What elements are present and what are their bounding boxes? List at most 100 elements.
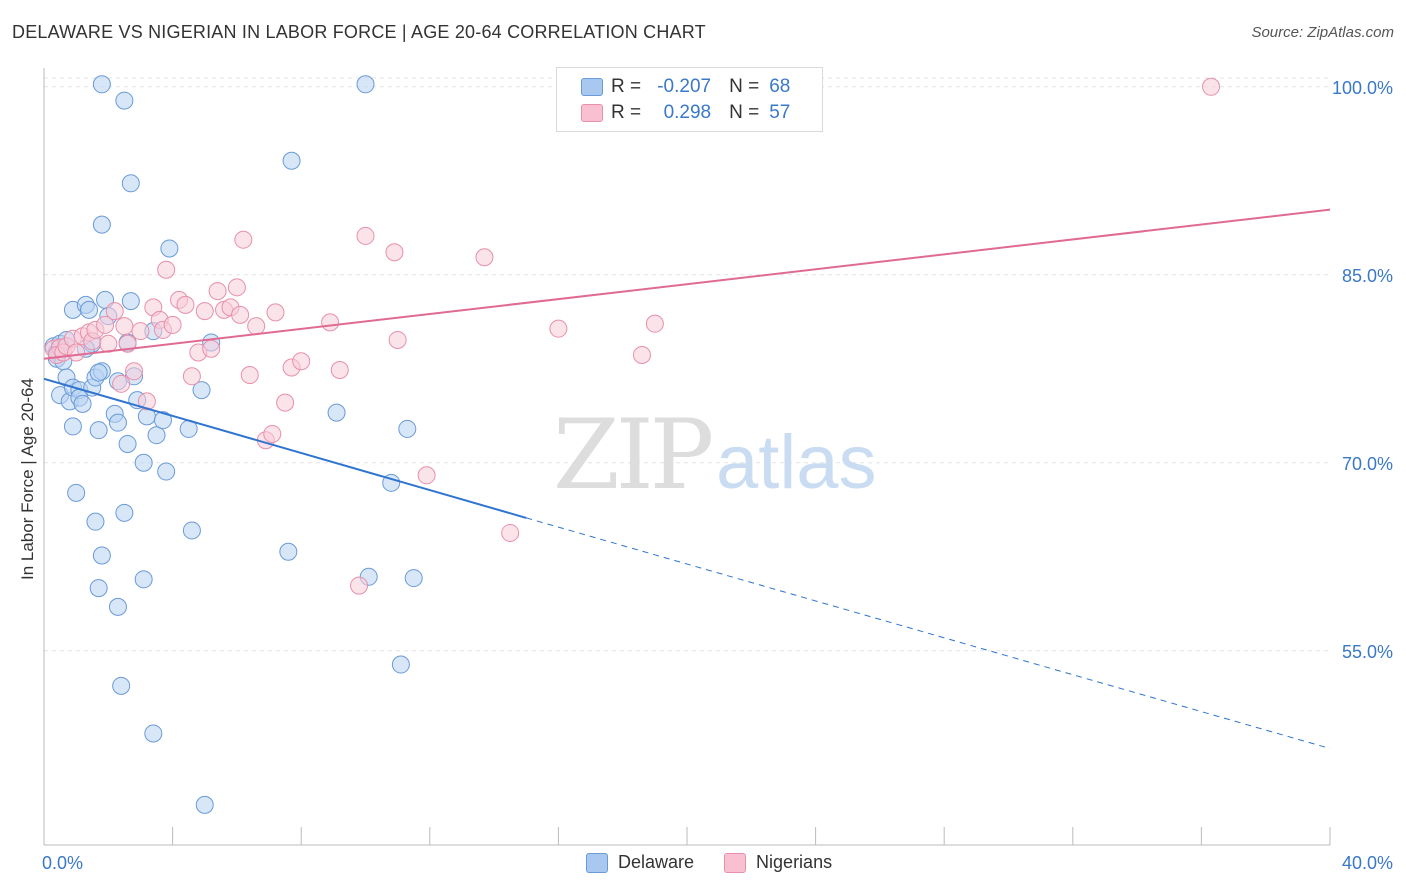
delaware-point <box>92 215 111 234</box>
nigerians-point <box>266 303 285 322</box>
legend-r-value: -0.207 <box>657 76 712 97</box>
legend-r-label: R = <box>611 76 642 97</box>
delaware-point <box>134 570 153 589</box>
delaware-point <box>157 462 176 481</box>
legend-row-nigerians: R = 0.298 N = 57 <box>581 101 790 125</box>
delaware-point <box>89 363 108 382</box>
nigerians-point <box>67 343 86 362</box>
delaware-point <box>86 512 105 531</box>
delaware-point <box>80 300 99 319</box>
delaware-point <box>115 91 134 110</box>
nigerians-point <box>632 345 651 364</box>
nigerians-point <box>501 523 520 542</box>
nigerians-point <box>417 466 436 485</box>
chart-title: DELAWARE VS NIGERIAN IN LABOR FORCE | AG… <box>12 22 706 42</box>
delaware-point <box>327 403 346 422</box>
nigerians-point <box>227 278 246 297</box>
legend-item-nigerians: Nigerians <box>724 852 832 873</box>
nigerians-point <box>208 282 227 301</box>
legend-n-value: 57 <box>769 102 791 123</box>
delaware-point <box>92 75 111 94</box>
nigerians-point <box>131 322 150 341</box>
nigerians-point <box>105 302 124 321</box>
nigerians-point <box>475 248 494 267</box>
legend-label-delaware: Delaware <box>618 852 695 872</box>
nigerians-point <box>195 302 214 321</box>
nigerians-point <box>385 243 404 262</box>
delaware-point <box>160 239 179 258</box>
legend-n-value: 68 <box>769 76 791 97</box>
nigerians-point <box>96 315 115 334</box>
nigerians-point <box>549 319 568 338</box>
nigerians-point <box>115 317 134 336</box>
delaware-point <box>67 483 86 502</box>
nigerians-point <box>356 226 375 245</box>
legend-item-delaware: Delaware <box>586 852 694 873</box>
delaware-point <box>121 292 140 311</box>
nigerians-point <box>157 260 176 279</box>
delaware-point <box>391 655 410 674</box>
delaware-point <box>356 75 375 94</box>
delaware-point <box>147 426 166 445</box>
tick-labels: 55.0% 70.0% 85.0% 100.0% 0.0% 40.0% <box>42 78 1393 873</box>
watermark: ZIP atlas <box>553 399 877 511</box>
delaware-point <box>404 569 423 588</box>
delaware-point <box>118 434 137 453</box>
correlation-legend: R = -0.207 N = 68 R = 0.298 N = 57 <box>556 67 823 132</box>
delaware-point <box>144 724 163 743</box>
nigerians-trend-line <box>43 208 1331 360</box>
grid-lines <box>44 77 1330 652</box>
nigerians-point <box>125 362 144 381</box>
source-label: Source: ZipAtlas.com <box>1251 24 1394 41</box>
delaware-trend-extension <box>526 517 1331 749</box>
watermark-zip: ZIP <box>553 399 712 511</box>
nigerians-point <box>276 393 295 412</box>
delaware-point <box>153 411 172 430</box>
delaware-point <box>398 419 417 438</box>
y-tick-label: 85.0% <box>1342 266 1393 286</box>
nigerians-point <box>176 295 195 314</box>
delaware-point <box>192 381 211 400</box>
legend-r-label: R = <box>611 102 642 123</box>
nigerians-point <box>321 313 340 332</box>
nigerians-point <box>247 317 266 336</box>
delaware-point <box>108 597 127 616</box>
delaware-point <box>279 542 298 561</box>
delaware-point <box>121 174 140 193</box>
x-tick-label: 40.0% <box>1342 853 1393 873</box>
legend-row-delaware: R = -0.207 N = 68 <box>581 75 790 99</box>
nigerians-point <box>330 361 349 380</box>
nigerians-point <box>137 392 156 411</box>
delaware-point <box>92 546 111 565</box>
nigerians-point <box>1202 77 1221 96</box>
nigerians-point <box>292 352 311 371</box>
nigerians-point <box>263 424 282 443</box>
nigerians-point <box>163 315 182 334</box>
delaware-point <box>89 421 108 440</box>
series-legend: Delaware Nigerians <box>586 852 862 873</box>
nigerians-point <box>240 366 259 385</box>
nigerians-point <box>112 374 131 393</box>
legend-swatch-delaware <box>586 852 608 873</box>
legend-r-value: 0.298 <box>663 102 712 123</box>
delaware-point <box>195 795 214 814</box>
legend-swatch-delaware <box>581 78 603 96</box>
y-tick-label: 100.0% <box>1332 78 1393 98</box>
legend-swatch-nigerians <box>581 104 603 122</box>
watermark-atlas: atlas <box>716 420 877 505</box>
legend-n-label: N = <box>729 102 760 123</box>
delaware-point <box>282 151 301 170</box>
y-tick-label: 55.0% <box>1342 642 1393 662</box>
nigerians-point <box>350 576 369 595</box>
trend-lines <box>43 208 1331 749</box>
legend-swatch-nigerians <box>724 852 747 873</box>
nigerians-point <box>182 367 201 386</box>
delaware-point <box>182 521 201 540</box>
delaware-point <box>89 579 108 598</box>
delaware-point <box>108 413 127 432</box>
legend-label-nigerians: Nigerians <box>756 852 833 872</box>
delaware-point <box>112 676 131 695</box>
y-tick-label: 70.0% <box>1342 454 1393 474</box>
x-tick-label: 0.0% <box>42 853 83 873</box>
